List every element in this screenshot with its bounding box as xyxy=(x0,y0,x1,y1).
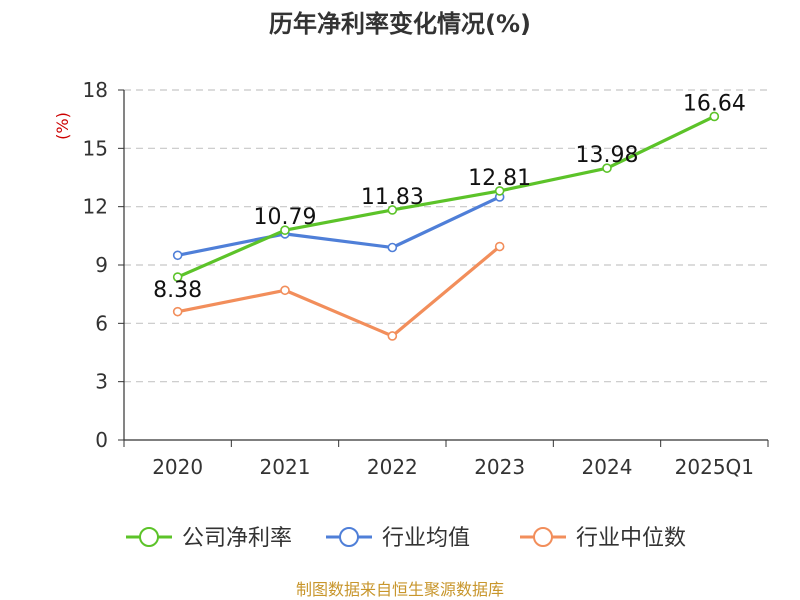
legend-marker xyxy=(533,527,553,547)
data-point xyxy=(280,225,290,235)
x-tick-label: 2021 xyxy=(260,455,311,479)
data-point xyxy=(172,272,183,282)
data-label: 11.83 xyxy=(361,185,424,210)
data-label: 16.64 xyxy=(683,91,746,116)
data-point xyxy=(387,242,398,253)
legend-label: 行业中位数 xyxy=(576,526,686,551)
series-line xyxy=(176,244,502,338)
y-tick-label: 9 xyxy=(95,253,108,277)
legend-marker xyxy=(139,527,159,547)
legend-item[interactable]: 行业均值 xyxy=(326,526,470,551)
y-tick-label: 6 xyxy=(95,311,108,335)
legend-item[interactable]: 公司净利率 xyxy=(126,526,292,551)
y-tick-label: 0 xyxy=(95,428,108,452)
series-lines xyxy=(172,111,720,341)
data-point xyxy=(280,285,290,296)
x-tick-label: 2024 xyxy=(582,455,633,479)
chart-title: 历年净利率变化情况(%) xyxy=(269,10,531,38)
x-tick-label: 2020 xyxy=(152,455,203,479)
data-point xyxy=(602,163,612,173)
legend-label: 公司净利率 xyxy=(182,526,292,551)
data-point xyxy=(387,331,398,341)
data-label: 13.98 xyxy=(576,143,639,168)
y-tick-label: 15 xyxy=(83,136,108,160)
source-note: 制图数据来自恒生聚源数据库 xyxy=(296,580,504,599)
data-point xyxy=(172,306,183,317)
data-label: 8.38 xyxy=(153,278,202,303)
data-label: 12.81 xyxy=(468,166,531,191)
legend-marker xyxy=(339,527,359,547)
grid-lines xyxy=(124,89,768,383)
x-tick-label: 2023 xyxy=(474,455,525,479)
series-line xyxy=(176,195,502,257)
y-axis-unit-label: (%) xyxy=(53,112,72,140)
series-line xyxy=(176,114,716,279)
legend-label: 行业均值 xyxy=(382,526,470,551)
y-tick-label: 3 xyxy=(95,370,108,394)
data-label: 10.79 xyxy=(254,205,317,230)
x-tick-label: 2025Q1 xyxy=(675,455,754,479)
data-point xyxy=(709,111,720,122)
y-tick-label: 18 xyxy=(83,78,108,102)
data-point xyxy=(172,250,183,261)
x-tick-label: 2022 xyxy=(367,455,418,479)
data-point xyxy=(494,241,505,252)
data-point xyxy=(387,205,398,215)
axes: 0 3 6 9 12 15 18 2020 2021 2022 2023 2024 2025Q1 xyxy=(83,78,769,479)
data-point xyxy=(494,186,505,196)
y-tick-label: 12 xyxy=(83,195,108,219)
legend-item[interactable]: 行业中位数 xyxy=(520,526,686,551)
data-labels: 8.38 10.79 11.83 12.81 13.98 16.64 xyxy=(153,91,746,303)
legend: 公司净利率 行业均值 行业中位数 xyxy=(126,526,686,551)
